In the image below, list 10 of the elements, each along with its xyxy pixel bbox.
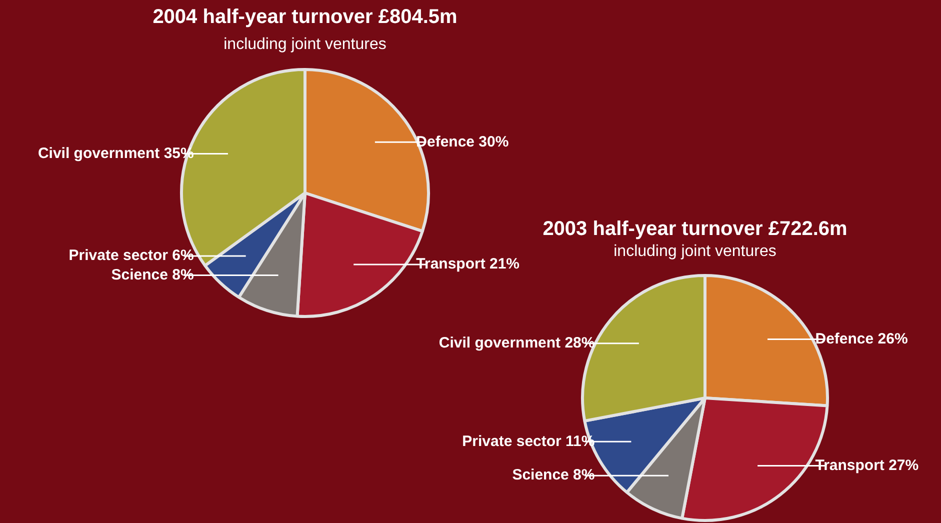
chart-subtitle: including joint ventures: [614, 243, 776, 260]
slice-label: Transport 21%: [416, 256, 520, 273]
slice-label: Transport 27%: [815, 456, 919, 474]
chart-title: 2004 half-year turnover £804.5m: [152, 6, 458, 29]
slice-label: Private sector 6%: [68, 247, 194, 264]
slice-label: Science 8%: [512, 466, 595, 484]
slice-label: Defence 26%: [815, 330, 908, 348]
chart-title: 2003 half-year turnover £722.6m: [542, 218, 848, 241]
slice-label: Civil government 28%: [438, 334, 595, 352]
chart-subtitle: including joint ventures: [222, 36, 388, 54]
